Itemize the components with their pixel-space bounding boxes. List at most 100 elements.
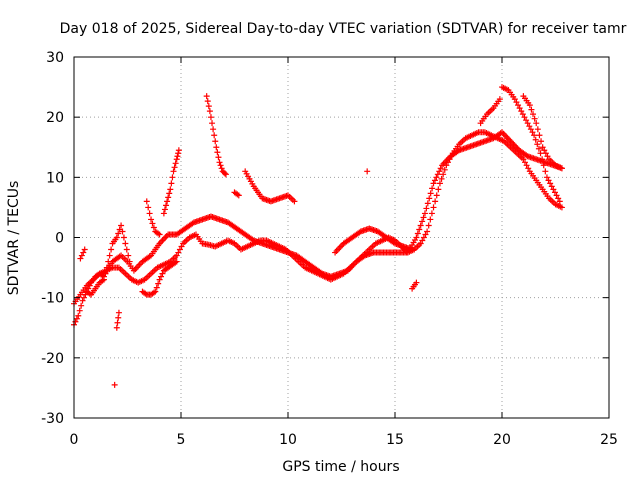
data-point-fill xyxy=(166,190,173,197)
data-point xyxy=(430,204,437,211)
data-point xyxy=(533,120,540,127)
data-point-fill xyxy=(538,138,545,145)
data-point xyxy=(164,198,171,205)
data-point-fill xyxy=(534,126,541,133)
data-point-fill xyxy=(419,218,426,225)
data-point xyxy=(436,180,443,187)
data-point-fill xyxy=(433,192,440,199)
axis-ticks: 0 5 10 15 20 25 -30 -20 -10 0 10 20 30 xyxy=(41,50,618,448)
data-point xyxy=(524,120,531,127)
data-point-fill xyxy=(103,264,110,271)
data-point xyxy=(115,309,122,316)
data-point-fill xyxy=(440,171,447,178)
data-point-fill xyxy=(168,180,175,187)
data-point-fill xyxy=(516,105,523,112)
data-point-fill xyxy=(542,150,549,157)
data-point xyxy=(173,252,180,259)
data-point xyxy=(537,150,544,157)
data-point xyxy=(113,324,120,331)
data-point-fill xyxy=(436,168,443,175)
data-point xyxy=(126,258,133,265)
data-point-fill xyxy=(217,162,224,169)
data-point-fill xyxy=(218,165,225,172)
x-tick-label: 25 xyxy=(600,432,618,448)
y-axis-label: SDTVAR / TECUs xyxy=(6,181,22,296)
data-point-fill xyxy=(513,99,520,106)
data-point-fill xyxy=(530,111,537,118)
data-point-fill xyxy=(523,117,530,124)
data-point-fill xyxy=(158,273,165,280)
data-point-fill xyxy=(419,237,426,244)
data-point-fill xyxy=(417,222,424,229)
data-point xyxy=(113,234,120,241)
data-point-fill xyxy=(205,103,212,110)
data-point-fill xyxy=(426,195,433,202)
data-point-fill xyxy=(175,150,182,157)
data-point-fill xyxy=(115,230,122,237)
data-point xyxy=(216,159,223,166)
data-point-fill xyxy=(427,216,434,223)
data-point-fill xyxy=(548,183,555,190)
data-point-fill xyxy=(114,319,121,326)
data-point-fill xyxy=(80,294,87,301)
data-point xyxy=(173,258,180,265)
data-point xyxy=(75,312,82,319)
data-point-fill xyxy=(433,174,440,181)
data-point-fill xyxy=(432,198,439,205)
data-point-fill xyxy=(108,246,115,253)
data-point xyxy=(413,279,420,286)
data-point xyxy=(203,93,210,100)
data-point xyxy=(424,228,431,235)
data-point-fill xyxy=(78,302,85,309)
data-point-fill xyxy=(80,249,87,256)
data-point-fill xyxy=(435,186,442,193)
x-tick-label: 20 xyxy=(493,432,511,448)
data-point-fill xyxy=(120,234,127,241)
data-point-fill xyxy=(169,174,176,181)
data-point-fill xyxy=(527,126,534,133)
data-point-fill xyxy=(446,156,453,163)
y-tick-label: -20 xyxy=(41,351,64,367)
data-point xyxy=(118,222,125,229)
data-point-fill xyxy=(541,147,548,154)
data-point-fill xyxy=(123,246,130,253)
data-point xyxy=(156,276,163,283)
data-point xyxy=(156,231,163,238)
data-point-fill xyxy=(204,98,211,105)
data-point-fill xyxy=(161,206,168,213)
data-point-fill xyxy=(532,136,539,143)
data-point-fill xyxy=(547,180,554,187)
data-point-fill xyxy=(172,160,179,167)
y-tick-label: 20 xyxy=(46,110,64,126)
data-point xyxy=(81,246,88,253)
data-point-fill xyxy=(178,243,185,250)
data-point xyxy=(556,198,563,205)
data-point-fill xyxy=(448,153,455,160)
data-point-fill xyxy=(437,165,444,172)
data-point xyxy=(518,108,525,115)
data-point-fill xyxy=(423,205,430,212)
data-point xyxy=(213,144,220,151)
data-point-fill xyxy=(529,129,536,136)
data-point-fill xyxy=(531,115,538,122)
data-point xyxy=(222,171,229,178)
data-point xyxy=(170,168,177,175)
y-tick-label: -30 xyxy=(41,411,64,427)
data-point xyxy=(160,210,167,217)
data-point-fill xyxy=(207,114,214,121)
chart-title: Day 018 of 2025, Sidereal Day-to-day VTE… xyxy=(60,21,627,37)
data-point-fill xyxy=(525,165,532,172)
data-point-fill xyxy=(523,162,530,169)
data-point-fill xyxy=(540,162,547,169)
data-point-fill xyxy=(434,171,441,178)
data-point-fill xyxy=(427,190,434,197)
data-point xyxy=(421,210,428,217)
data-point xyxy=(543,174,550,181)
data-point xyxy=(167,186,174,193)
data-point-fill xyxy=(165,194,172,201)
data-point-fill xyxy=(221,170,228,177)
data-point-fill xyxy=(106,252,113,259)
data-point-fill xyxy=(176,246,183,253)
data-point-fill xyxy=(73,315,80,322)
